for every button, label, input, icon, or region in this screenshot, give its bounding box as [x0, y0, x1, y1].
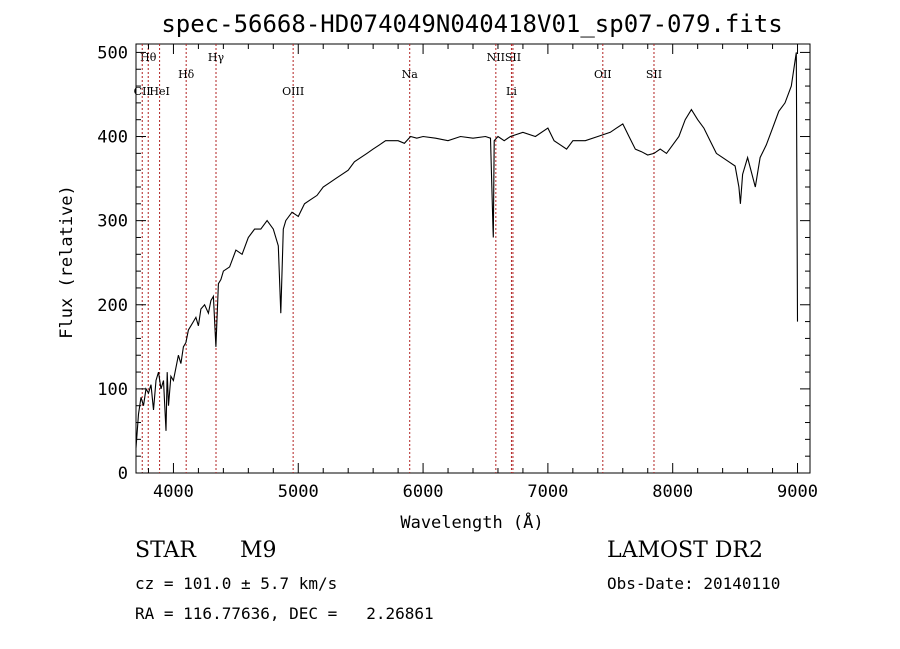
- spectrum-series-line: [135, 52, 799, 448]
- spectral-line-label: OII: [594, 68, 612, 81]
- y-tick-label: 500: [97, 43, 128, 63]
- spectral-line-label: SII: [505, 51, 521, 64]
- redshift-velocity: cz = 101.0 ± 5.7 km/s: [135, 574, 338, 593]
- chart-title: spec-56668-HD074049N040418V01_sp07-079.f…: [161, 10, 782, 38]
- y-tick-label: 300: [97, 212, 128, 232]
- x-tick-label: 5000: [278, 482, 319, 502]
- spectral-line-label: Hγ: [208, 51, 225, 64]
- x-tick-label: 6000: [403, 482, 444, 502]
- object-subclass: M9: [240, 538, 277, 563]
- spectral-line-label: NII: [487, 51, 505, 64]
- coordinates: RA = 116.77636, DEC = 2.26861: [135, 604, 434, 623]
- y-tick-label: 100: [97, 380, 128, 400]
- y-tick-label: 0: [118, 464, 128, 484]
- x-axis: 4000 5000 6000 7000 8000 9000: [147, 44, 818, 502]
- spectral-line-label: Li: [506, 85, 517, 98]
- plot-frame: [135, 43, 811, 474]
- object-class: STAR: [135, 538, 196, 563]
- y-tick-label: 200: [97, 296, 128, 316]
- x-tick-label: 9000: [777, 482, 818, 502]
- x-tick-label: 8000: [652, 482, 693, 502]
- y-axis-label: Flux (relative): [57, 185, 77, 339]
- y-axis: 0 100 200 300 400 500: [97, 43, 810, 484]
- x-tick-label: 4000: [153, 482, 194, 502]
- spectral-line-label: OIII: [282, 85, 304, 98]
- x-axis-label: Wavelength (Å): [400, 511, 543, 533]
- spectral-line-label: Hδ: [178, 68, 195, 81]
- y-tick-label: 400: [97, 128, 128, 148]
- survey-name: LAMOST DR2: [607, 538, 763, 563]
- spectral-line-label: HeI: [149, 85, 169, 98]
- x-tick-label: 7000: [527, 482, 568, 502]
- spectral-line-label: SII: [646, 68, 662, 81]
- spectral-line-label: CII: [134, 85, 151, 98]
- spectral-line-label: Na: [402, 68, 419, 81]
- spectral-line-label: Hθ: [140, 51, 157, 64]
- observation-date: Obs-Date: 20140110: [607, 574, 781, 593]
